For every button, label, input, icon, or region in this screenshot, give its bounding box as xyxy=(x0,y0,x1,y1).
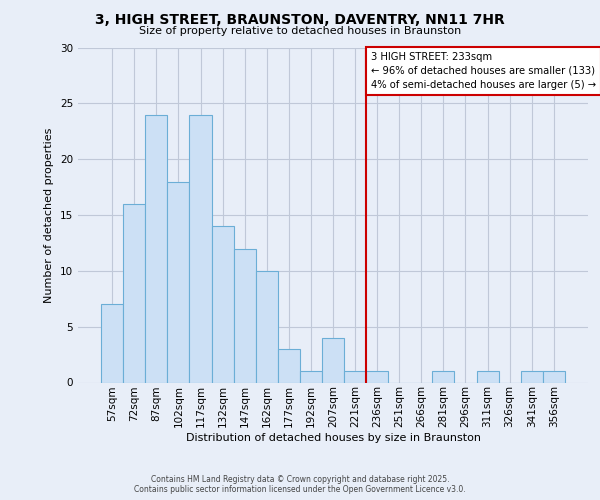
Text: 3 HIGH STREET: 233sqm
← 96% of detached houses are smaller (133)
4% of semi-deta: 3 HIGH STREET: 233sqm ← 96% of detached … xyxy=(371,52,596,90)
Bar xyxy=(366,372,388,382)
Bar xyxy=(123,204,145,382)
Text: Contains HM Land Registry data © Crown copyright and database right 2025.
Contai: Contains HM Land Registry data © Crown c… xyxy=(134,474,466,494)
Bar xyxy=(278,349,300,382)
Bar xyxy=(233,248,256,382)
X-axis label: Distribution of detached houses by size in Braunston: Distribution of detached houses by size … xyxy=(185,433,481,443)
Bar xyxy=(433,372,454,382)
Bar xyxy=(190,114,212,382)
Bar xyxy=(167,182,190,382)
Text: Size of property relative to detached houses in Braunston: Size of property relative to detached ho… xyxy=(139,26,461,36)
Text: 3, HIGH STREET, BRAUNSTON, DAVENTRY, NN11 7HR: 3, HIGH STREET, BRAUNSTON, DAVENTRY, NN1… xyxy=(95,12,505,26)
Bar xyxy=(256,271,278,382)
Bar xyxy=(521,372,543,382)
Bar xyxy=(543,372,565,382)
Bar xyxy=(212,226,233,382)
Bar xyxy=(300,372,322,382)
Bar xyxy=(476,372,499,382)
Y-axis label: Number of detached properties: Number of detached properties xyxy=(44,128,55,302)
Bar xyxy=(344,372,366,382)
Bar xyxy=(322,338,344,382)
Bar xyxy=(145,114,167,382)
Bar xyxy=(101,304,123,382)
